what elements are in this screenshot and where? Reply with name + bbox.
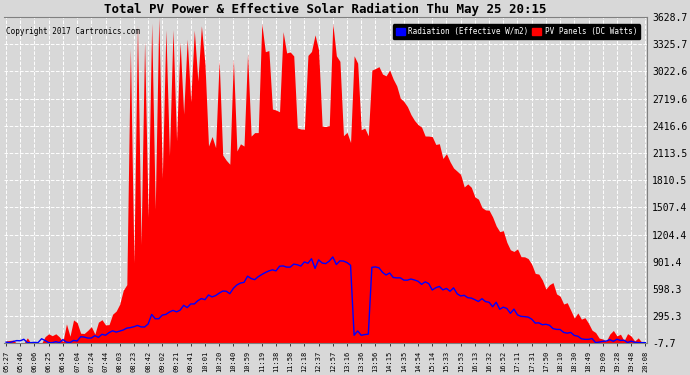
Title: Total PV Power & Effective Solar Radiation Thu May 25 20:15: Total PV Power & Effective Solar Radiati… bbox=[104, 3, 547, 16]
Legend: Radiation (Effective W/m2), PV Panels (DC Watts): Radiation (Effective W/m2), PV Panels (D… bbox=[393, 24, 640, 39]
Text: Copyright 2017 Cartronics.com: Copyright 2017 Cartronics.com bbox=[6, 27, 139, 36]
